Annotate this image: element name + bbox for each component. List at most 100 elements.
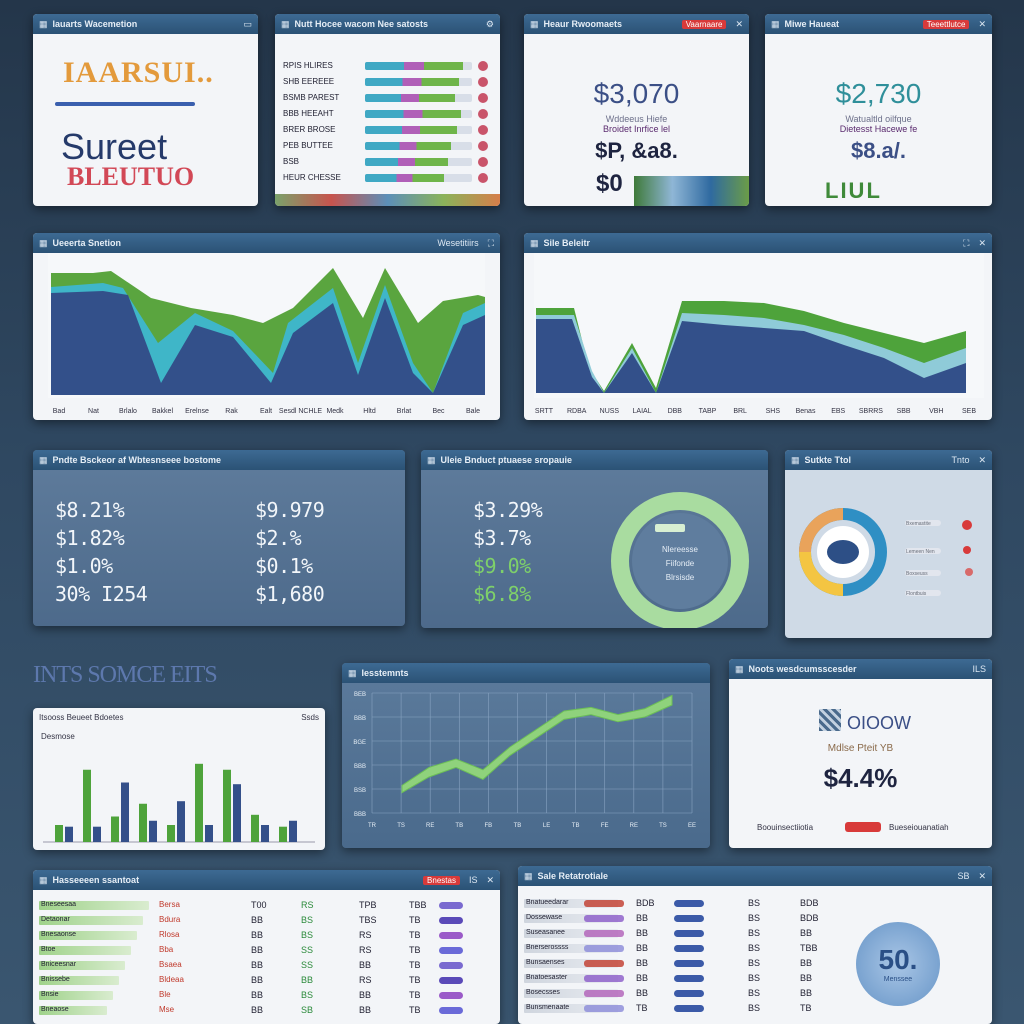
panel-table-b-titlebar: ▦ Sale Retatrotiale SB ✕ xyxy=(518,866,992,886)
x-tick-label: Bec xyxy=(432,408,445,415)
grid-icon: ▦ xyxy=(39,874,48,885)
table-row: Suseasanee BB BS BB xyxy=(524,926,872,941)
panel-kpi-c-titlebar: ▦ Noots wesdcumsscesder ILS xyxy=(729,659,992,679)
cell-2: BB xyxy=(301,975,314,985)
table-row: Bnesaonse Rlosa BB BS RS TB xyxy=(39,928,494,943)
row-label-bar: Bnissebe xyxy=(39,976,119,985)
table-row: Bnatueedarar BDB BS BDB xyxy=(524,896,872,911)
progress-row: HEUR CHESSE xyxy=(283,170,492,186)
cell-2: BS xyxy=(748,943,761,953)
panel-stats-a: ▦ Pndte Bsckeor af Wbtesnseee bostome $8… xyxy=(33,450,405,626)
panel-title: Sale Retatrotiale xyxy=(537,871,609,881)
stat-left-4: 30% I254 xyxy=(55,582,148,606)
panel-progress-list: ▦ Nutt Hocee wacom Nee satosts ⚙ RPIS HL… xyxy=(275,14,500,206)
row-label: Suseasanee xyxy=(526,929,565,936)
cell-4: TB xyxy=(409,915,421,925)
bar-green xyxy=(223,769,231,842)
row-label-bar: Suseasanee xyxy=(524,929,618,938)
x-tick-label: Brlat xyxy=(397,408,411,415)
cell-4: TB xyxy=(409,930,421,940)
panel-control-label[interactable]: ILS xyxy=(972,664,986,674)
cell-2: BS xyxy=(748,958,761,968)
grid-icon: ▦ xyxy=(281,18,290,29)
summary-sub: Menssee xyxy=(883,976,913,983)
cell-1: BB xyxy=(636,958,649,968)
progress-track xyxy=(365,94,472,102)
row-label-bar: Bnatueedarar xyxy=(524,899,618,908)
row-pill xyxy=(439,947,463,954)
cell-4: TB xyxy=(409,960,421,970)
x-tick-label: Nat xyxy=(88,408,99,415)
x-tick-label: Rak xyxy=(225,408,238,415)
kpi-footer-bar xyxy=(845,822,881,832)
row-label: Bnissebe xyxy=(41,976,70,983)
x-tick-label: FE xyxy=(601,823,609,829)
minimize-icon[interactable]: ▭ xyxy=(243,18,252,29)
close-icon[interactable]: ✕ xyxy=(735,18,743,29)
cell-3: TB xyxy=(800,1003,812,1013)
row-tag: Bldeaa xyxy=(159,975,184,984)
cell-3: BDB xyxy=(800,898,819,908)
progress-end-dot xyxy=(478,109,488,119)
panel-control-label[interactable]: Tnto xyxy=(951,455,970,465)
panel-kpi-c: ▦ Noots wesdcumsscesder ILS OIOOW Mdlse … xyxy=(729,659,992,848)
cell-1: BB xyxy=(251,960,264,970)
close-icon[interactable]: ✕ xyxy=(978,870,986,881)
progress-end-dot xyxy=(478,77,488,87)
close-icon[interactable]: ✕ xyxy=(978,454,986,465)
cell-3: RS xyxy=(359,975,372,985)
row-label: Bnatoesaster xyxy=(526,974,568,981)
bar-green xyxy=(139,803,147,842)
row-label: Bneaose xyxy=(41,1006,69,1013)
row-label-bar: Bosecsses xyxy=(524,989,618,998)
panel-title: Sutkte Ttol xyxy=(804,455,852,465)
cell-1: BB xyxy=(636,928,649,938)
row-label: Btoe xyxy=(41,946,56,953)
settings-icon[interactable]: ⚙ xyxy=(485,18,494,29)
bar-green xyxy=(195,763,203,842)
panel-control-label[interactable]: IS xyxy=(468,875,478,885)
x-tick-label: VBH xyxy=(929,408,943,415)
table-row: Bneseesaa Bersa T00 RS TPB TBB xyxy=(39,898,494,913)
expand-icon[interactable]: ⛶ xyxy=(963,237,970,248)
row-label-bar: Bnesaonse xyxy=(39,931,137,940)
bar-navy xyxy=(93,826,101,842)
row-tag-pill xyxy=(584,990,624,997)
progress-row-label: BSMB PAREST xyxy=(283,93,340,102)
close-icon[interactable]: ✕ xyxy=(978,237,986,248)
progress-row-label: RPIS HLIRES xyxy=(283,61,333,70)
x-tick-label: SBRRS xyxy=(859,408,883,415)
summary-value: 50. xyxy=(878,944,918,975)
brand-logo-top: IAARSUI.. xyxy=(63,56,214,89)
kpi-value3: $0 xyxy=(596,170,623,197)
ring-legend-4: Flontbuis xyxy=(906,591,927,597)
stat-right-1: $9.979 xyxy=(255,498,325,522)
close-icon[interactable]: ✕ xyxy=(978,18,986,29)
panel-control-label[interactable]: SB xyxy=(957,871,970,881)
row-label: Bnesaonse xyxy=(41,931,77,938)
panel-title: Nutt Hocee wacom Nee satosts xyxy=(294,19,429,29)
close-icon[interactable]: ✕ xyxy=(486,874,494,885)
bar-navy xyxy=(289,820,297,842)
row-tag-pill xyxy=(584,975,624,982)
expand-icon[interactable]: ⛶ xyxy=(487,237,494,248)
x-tick-label: BRL xyxy=(733,408,747,415)
grid-icon: ▦ xyxy=(530,237,539,248)
table-row: Bnerserossss BB BS TBB xyxy=(524,941,872,956)
row-pill xyxy=(674,915,704,922)
progress-track xyxy=(365,158,472,166)
bar-green xyxy=(167,825,175,842)
row-tag-pill xyxy=(584,1005,624,1012)
progress-fill xyxy=(365,62,464,70)
row-pill xyxy=(674,1005,704,1012)
kpi-value: $4.4% xyxy=(823,763,898,793)
progress-end-dot xyxy=(478,61,488,71)
cell-3: BB xyxy=(800,958,813,968)
bar-green xyxy=(279,826,287,842)
panel-control-label[interactable]: Wesetitiirs xyxy=(437,238,479,248)
x-tick-label: TR xyxy=(368,823,377,829)
progress-track xyxy=(365,110,472,118)
row-pill xyxy=(439,962,463,969)
cell-1: BB xyxy=(251,945,264,955)
y-tick-label: BGE xyxy=(353,740,366,746)
